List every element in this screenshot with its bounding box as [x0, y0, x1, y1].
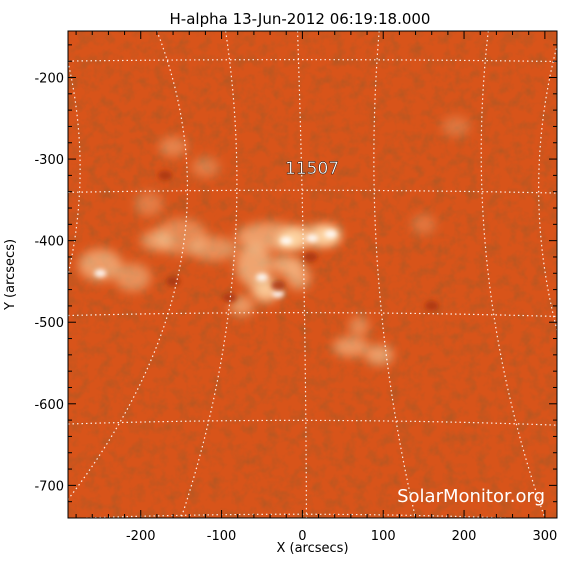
heliographic-grid — [68, 31, 557, 518]
longitude-grid-line — [180, 31, 238, 518]
y-tick-label: -400 — [34, 235, 64, 250]
x-axis-label: X (arcsecs) — [276, 541, 348, 556]
x-tick-label: 300 — [532, 529, 557, 544]
active-region-label: 11507 — [285, 159, 339, 179]
longitude-grid-line — [68, 31, 189, 501]
plot-title: H-alpha 13-Jun-2012 06:19:18.000 — [170, 10, 431, 28]
y-tick-label: -300 — [34, 153, 64, 168]
x-tick-label: 0 — [298, 529, 306, 544]
x-tick-label: -100 — [207, 529, 237, 544]
longitude-grid-line — [373, 31, 417, 518]
y-tick-label: -500 — [34, 316, 64, 331]
plot-frame — [67, 30, 558, 519]
x-tick-label: 100 — [371, 529, 396, 544]
solarmonitor-watermark: SolarMonitor.org — [397, 486, 545, 507]
x-tick-label: -200 — [126, 529, 156, 544]
y-tick-label: -600 — [34, 398, 64, 413]
x-tick-label: 200 — [452, 529, 477, 544]
longitude-grid-line — [538, 43, 557, 333]
longitude-grid-line — [296, 31, 308, 518]
plage-regions — [78, 116, 470, 365]
y-tick-label: -200 — [34, 71, 64, 86]
y-axis-label: Y (arcsecs) — [3, 239, 18, 311]
longitude-grid-line — [480, 31, 546, 518]
y-tick-label: -700 — [34, 479, 64, 494]
h-alpha-image: 11507 SolarMonitor.org — [68, 31, 557, 518]
y-axis-ticks: -200 -300 -400 -500 -600 -700 — [34, 44, 557, 519]
x-axis-ticks: -200 -100 0 100 200 300 — [75, 31, 557, 544]
longitude-grid-line — [68, 59, 81, 278]
